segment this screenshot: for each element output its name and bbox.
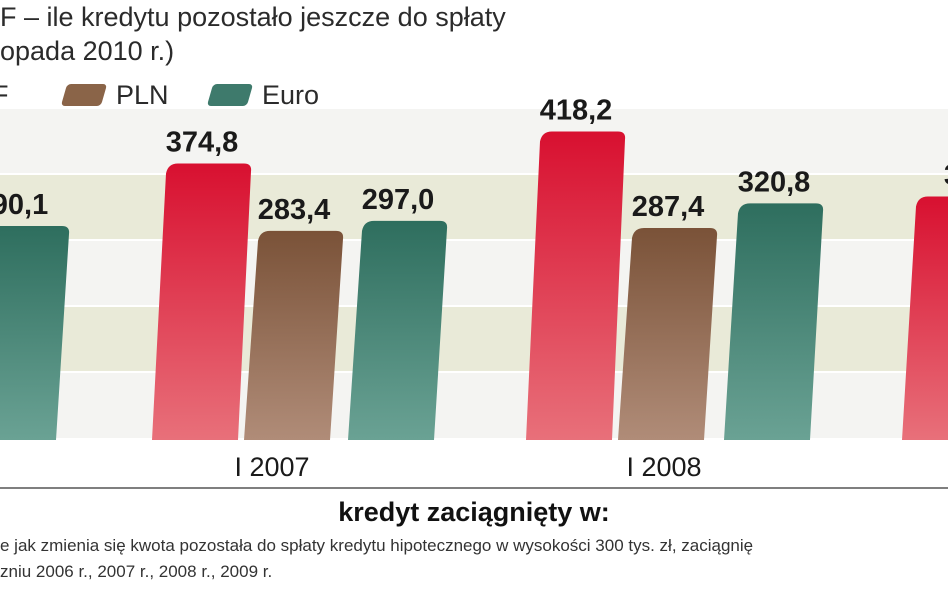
bar-pln-i-2007 [244, 230, 344, 440]
legend-item-euro: Euro [206, 79, 320, 110]
legend-swatch-euro [206, 84, 254, 106]
legend-label-pln: PLN [116, 79, 169, 110]
bar-value-label: 283,4 [258, 194, 331, 226]
grid-band [0, 108, 948, 174]
bar-euro-partial [0, 225, 70, 440]
bar-f-partial [902, 196, 948, 440]
bar-value-label: 374,8 [166, 126, 239, 158]
chart-title-line-1: F – ile kredytu pozostało jeszcze do spł… [0, 2, 506, 32]
legend-item-pln: PLN [60, 79, 169, 110]
legend-item-f: F [0, 80, 9, 110]
bar-value-label: 418,2 [540, 94, 613, 126]
bar-value-label: 287,4 [632, 191, 705, 223]
category-label: I 2007 [234, 452, 309, 482]
category-labels: I 2007 I 2008 [234, 452, 701, 482]
bar-f-i-2008 [526, 131, 626, 440]
x-axis-label: kredyt zaciągnięty w: [0, 497, 948, 528]
legend-label-f: F [0, 79, 9, 110]
footnote-line-1: e jak zmienia się kwota pozostała do spł… [0, 536, 754, 555]
bar-value-labels: 90,1 374,8 283,4 297,0 418,2 287,4 320,8 3 [0, 94, 948, 225]
legend-swatch-pln [60, 84, 108, 106]
bar-euro-i-2008 [724, 203, 824, 440]
category-label: I 2008 [626, 452, 701, 482]
bar-group [0, 131, 948, 440]
legend-label-euro: Euro [262, 79, 320, 110]
bar-f-i-2007 [152, 163, 252, 440]
bar-value-label: 320,8 [738, 166, 811, 198]
footnote-line-2: zniu 2006 r., 2007 r., 2008 r., 2009 r. [0, 562, 273, 581]
chart-title-line-2: opada 2010 r.) [0, 36, 175, 66]
x-axis-label-text: kredyt zaciągnięty w: [326, 497, 622, 527]
bar-pln-i-2008 [618, 227, 718, 440]
bar-value-label: 297,0 [362, 184, 435, 216]
bar-euro-i-2007 [348, 220, 448, 440]
bar-value-label: 90,1 [0, 189, 48, 221]
bar-value-label: 3 [944, 160, 948, 192]
